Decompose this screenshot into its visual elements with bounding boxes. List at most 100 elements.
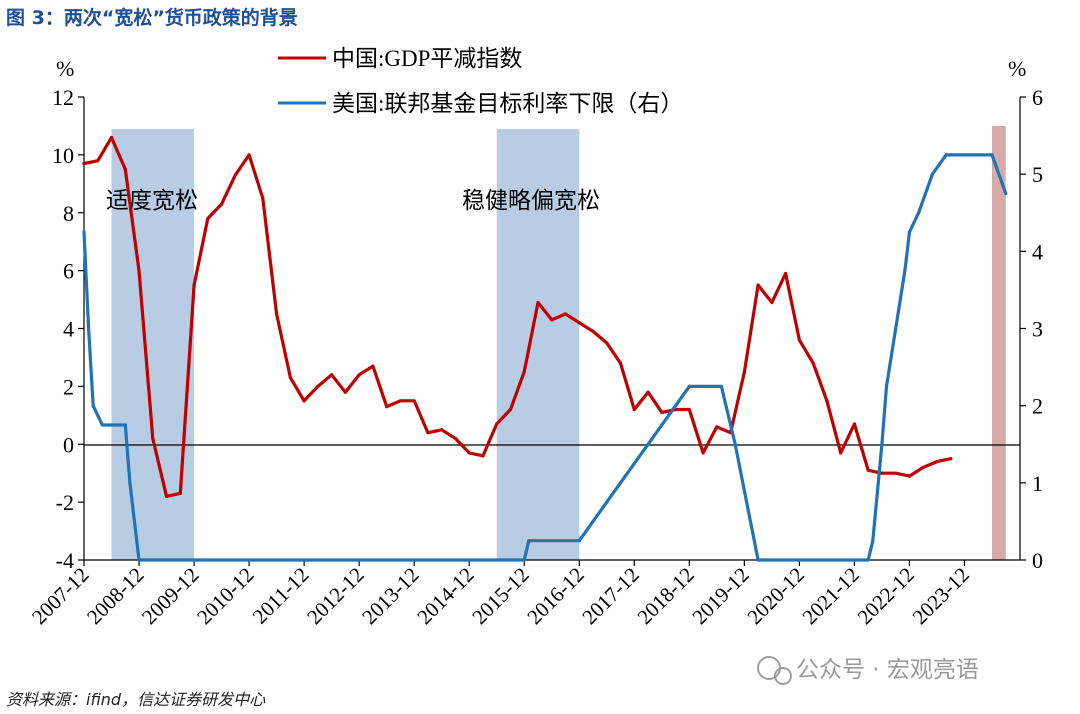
series-point-china-gdp-deflator (577, 321, 581, 325)
left-y-tick-label: -2 (56, 490, 74, 515)
x-ticks: 2007-122008-122009-122010-122011-122012-… (27, 560, 974, 629)
series-point-china-gdp-deflator (371, 364, 375, 368)
series-point-china-gdp-deflator (96, 159, 100, 163)
x-tick-label: 2010-12 (192, 563, 258, 629)
series-point-china-gdp-deflator (880, 471, 884, 475)
series-point-china-gdp-deflator (687, 407, 691, 412)
series-point-china-gdp-deflator (343, 390, 347, 394)
series-point-china-gdp-deflator (453, 436, 458, 441)
series-point-china-gdp-deflator (426, 431, 430, 435)
series-point-china-gdp-deflator (508, 407, 513, 412)
series-point-china-gdp-deflator (261, 196, 265, 200)
series-point-china-gdp-deflator (247, 153, 251, 157)
series-point-china-gdp-deflator (137, 269, 141, 273)
series-point-us-fed-funds-lower (1004, 191, 1008, 196)
x-tick-label: 2012-12 (302, 563, 368, 629)
series-point-us-fed-funds-lower (756, 558, 760, 562)
series-point-china-gdp-deflator (536, 300, 540, 305)
x-tick-label: 2018-12 (632, 563, 698, 629)
series-point-us-fed-funds-lower (91, 404, 95, 408)
series-point-china-gdp-deflator (660, 410, 664, 415)
series-point-china-gdp-deflator (632, 407, 636, 412)
left-y-ticks: -4 -2 0 2 4 6 8 10 12 (52, 85, 84, 573)
x-tick-label: 2021-12 (797, 563, 863, 629)
series-point-china-gdp-deflator (605, 341, 609, 345)
series-point-china-gdp-deflator (233, 173, 237, 177)
left-y-tick-label: 0 (63, 432, 74, 457)
series-point-china-gdp-deflator (852, 422, 857, 426)
x-tick-label: 2022-12 (853, 563, 919, 629)
right-y-tick-label: 3 (1032, 317, 1043, 342)
x-tick-label: 2009-12 (137, 563, 203, 629)
series-line-china-gdp-deflator (82, 135, 953, 498)
series-point-china-gdp-deflator (178, 491, 182, 496)
shaded-period-labels: 适度宽松 稳健略偏宽松 (106, 188, 600, 214)
series-point-china-gdp-deflator (770, 300, 774, 305)
right-axis-unit: % (1008, 56, 1026, 81)
series-point-china-gdp-deflator (219, 202, 224, 206)
series-point-us-fed-funds-lower (522, 558, 526, 562)
left-y-tick-label: 8 (63, 201, 74, 226)
x-tick-label: 2016-12 (522, 563, 588, 629)
series-point-china-gdp-deflator (316, 384, 320, 388)
series-point-us-fed-funds-lower (907, 230, 912, 234)
series-point-us-fed-funds-lower (866, 558, 870, 562)
series-point-china-gdp-deflator (330, 373, 334, 377)
series-point-china-gdp-deflator (357, 373, 361, 377)
right-y-tick-label: 0 (1032, 548, 1043, 573)
series-line-us-fed-funds-lower (82, 153, 1008, 562)
series-point-china-gdp-deflator (921, 465, 925, 469)
series-point-china-gdp-deflator (715, 425, 719, 429)
series-point-china-gdp-deflator (756, 283, 760, 287)
series-point-us-fed-funds-lower (903, 269, 907, 273)
series-point-china-gdp-deflator (151, 436, 155, 441)
series-point-china-gdp-deflator (646, 390, 650, 394)
x-tick-label: 2023-12 (908, 563, 974, 629)
series-point-china-gdp-deflator (164, 494, 169, 498)
left-y-tick-label: 4 (63, 317, 74, 342)
shaded-periods (111, 126, 1006, 560)
left-y-tick-label: -4 (56, 548, 74, 573)
series-point-china-gdp-deflator (563, 312, 568, 316)
series-point-us-fed-funds-lower (719, 384, 724, 388)
series-point-us-fed-funds-lower (990, 153, 994, 157)
series-point-china-gdp-deflator (385, 405, 389, 409)
series-point-us-fed-funds-lower (646, 442, 650, 446)
series-point-us-fed-funds-lower (591, 519, 595, 524)
series-point-china-gdp-deflator (839, 451, 843, 455)
source-note: 资料来源：ifind，信达证券研发中心 (6, 690, 266, 709)
figure-title: 图 3：两次“宽松”货币政策的背景 (6, 6, 298, 29)
series-point-china-gdp-deflator (82, 161, 86, 166)
series-point-china-gdp-deflator (825, 399, 829, 403)
series-point-china-gdp-deflator (467, 451, 471, 455)
series-point-us-fed-funds-lower (618, 481, 623, 485)
series-point-us-fed-funds-lower (527, 539, 531, 543)
series-point-us-fed-funds-lower (123, 423, 127, 427)
series-point-china-gdp-deflator (797, 338, 801, 342)
series-point-us-fed-funds-lower (930, 172, 934, 176)
right-y-tick-label: 6 (1032, 85, 1043, 110)
series-point-china-gdp-deflator (495, 422, 499, 426)
series-point-us-fed-funds-lower (871, 539, 875, 543)
series-point-china-gdp-deflator (412, 399, 416, 403)
shaded-period-3 (992, 126, 1006, 560)
series-point-us-fed-funds-lower (128, 481, 132, 485)
series-point-china-gdp-deflator (481, 454, 485, 458)
series-point-china-gdp-deflator (935, 460, 939, 464)
series-point-china-gdp-deflator (784, 271, 788, 276)
watermark-text: 公众号 · 宏观亮语 (796, 657, 979, 683)
series-point-china-gdp-deflator (440, 428, 444, 432)
series-point-china-gdp-deflator (206, 216, 210, 221)
series-point-china-gdp-deflator (398, 399, 403, 403)
left-y-tick-label: 2 (63, 374, 74, 399)
x-tick-label: 2008-12 (82, 563, 148, 629)
series-point-us-fed-funds-lower (944, 153, 948, 157)
series-point-us-fed-funds-lower (733, 442, 737, 446)
right-y-tick-label: 1 (1032, 471, 1043, 496)
series-point-china-gdp-deflator (811, 361, 815, 365)
left-y-tick-label: 12 (52, 85, 74, 110)
left-y-tick-label: 10 (52, 143, 74, 168)
series-layer (82, 135, 1008, 562)
series-point-china-gdp-deflator (894, 471, 898, 475)
